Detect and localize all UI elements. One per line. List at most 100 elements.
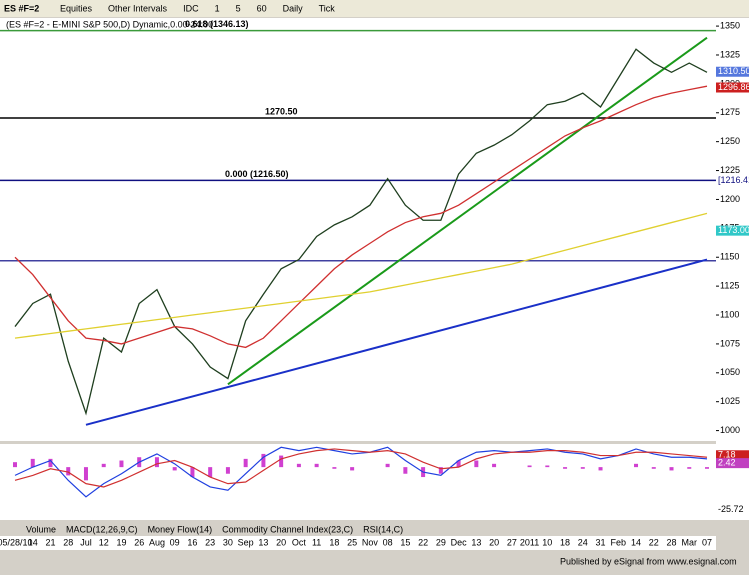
histogram-bar <box>527 465 532 468</box>
y-tick-label: 1275 <box>720 107 740 117</box>
date-axis <box>0 536 716 550</box>
price-tag-label: 1173.00 <box>718 225 749 235</box>
toolbar-button[interactable]: 60 <box>257 3 267 13</box>
price-tag-label: 1310.50 <box>718 66 749 76</box>
histogram-bar <box>172 467 177 471</box>
y-tick-label: 1025 <box>720 396 740 406</box>
x-tick-label: 23 <box>205 537 215 547</box>
x-tick-label: 10 <box>542 537 552 547</box>
histogram-bar <box>669 467 674 471</box>
histogram-bar <box>190 467 195 478</box>
toolbar-button[interactable]: 5 <box>236 3 241 13</box>
toolbar-button[interactable]: Equities <box>60 3 93 13</box>
study-tab[interactable]: Volume <box>26 524 56 534</box>
x-tick-label: 18 <box>329 537 339 547</box>
study-tab[interactable]: MACD(12,26,9,C) <box>66 524 138 534</box>
toolbar-button[interactable]: IDC <box>183 3 199 13</box>
price-tag <box>716 225 749 236</box>
histogram-bar <box>30 458 35 468</box>
x-tick-label: 05/28/10 <box>0 537 33 547</box>
indicator-line <box>14 446 708 498</box>
x-tick-label: 13 <box>471 537 481 547</box>
level-label: 0.618 (1346.13) <box>185 19 249 29</box>
indicator-tag-label: 7.18 <box>718 450 736 460</box>
symbol-box[interactable]: ES #F=2 <box>4 3 39 13</box>
x-tick-label: 15 <box>400 537 410 547</box>
x-tick-label: 25 <box>347 537 357 547</box>
x-tick-label: 19 <box>116 537 126 547</box>
x-tick-label: Sep <box>238 537 254 547</box>
histogram-bar <box>261 453 266 468</box>
indicator-pane <box>0 444 716 520</box>
x-tick-label: Dec <box>451 537 468 547</box>
histogram-bar <box>456 460 461 468</box>
x-tick-label: Mar <box>682 537 698 547</box>
y-tick-label: 1100 <box>720 309 739 319</box>
histogram-bar <box>279 455 284 468</box>
level-label: 1270.50 <box>265 106 298 116</box>
x-tick-label: 28 <box>667 537 677 547</box>
footer: Published by eSignal from www.esignal.co… <box>560 556 737 566</box>
y-tick-label: 1350 <box>720 20 740 30</box>
y-tick-label: 1250 <box>720 136 740 146</box>
indicator-tag <box>716 458 749 469</box>
histogram-bar <box>474 460 479 468</box>
toolbar-button[interactable]: Other Intervals <box>108 3 168 13</box>
histogram-bar <box>687 467 692 469</box>
toolbar-button[interactable]: Tick <box>319 3 336 13</box>
toolbar-button[interactable]: Daily <box>283 3 304 13</box>
histogram-bar <box>705 467 709 469</box>
histogram-bar <box>332 467 337 469</box>
x-tick-label: 13 <box>258 537 268 547</box>
histogram-bar <box>243 458 248 468</box>
price-line <box>14 85 708 349</box>
price-line <box>14 48 708 416</box>
price-tag-label: [1216.41] <box>718 175 749 185</box>
x-tick-label: 24 <box>578 537 588 547</box>
x-tick-label: 18 <box>560 537 570 547</box>
toolbar-button[interactable]: 1 <box>215 3 220 13</box>
x-tick-label: 2011 <box>520 537 539 547</box>
x-tick-label: 29 <box>436 537 446 547</box>
x-tick-label: Aug <box>149 537 165 547</box>
indicator-line <box>14 448 708 488</box>
histogram-bar <box>314 463 319 468</box>
indicator-tag-label: 2.42 <box>718 458 736 468</box>
price-tag-label: 1296.86 <box>718 82 749 92</box>
price-tag <box>716 66 749 77</box>
x-tick-label: 28 <box>63 537 73 547</box>
histogram-bar <box>225 467 230 474</box>
histogram-bar <box>385 463 390 468</box>
histogram-bar <box>208 467 213 478</box>
histogram-bar <box>598 467 603 471</box>
x-tick-label: 12 <box>99 537 109 547</box>
histogram-bar <box>545 465 550 468</box>
y-tick-label: 1000 <box>720 425 740 435</box>
price-axis <box>716 18 749 520</box>
x-tick-label: 30 <box>223 537 233 547</box>
chart-title: (ES #F=2 - E-MINI S&P 500,D) Dynamic,0.0… <box>6 19 213 29</box>
x-tick-label: 22 <box>418 537 428 547</box>
histogram-bar <box>438 467 443 474</box>
study-tab[interactable]: RSI(14,C) <box>363 524 403 534</box>
x-tick-label: 14 <box>631 537 641 547</box>
price-pane <box>0 18 716 441</box>
x-tick-label: 26 <box>134 537 144 547</box>
x-tick-label: Nov <box>362 537 379 547</box>
x-tick-label: 27 <box>507 537 517 547</box>
histogram-bar <box>350 467 355 471</box>
study-tab[interactable]: Money Flow(14) <box>148 524 213 534</box>
x-tick-label: 11 <box>312 537 321 547</box>
y-tick-label: 1225 <box>720 165 740 175</box>
price-tag <box>716 82 749 93</box>
study-tab[interactable]: Commodity Channel Index(23,C) <box>222 524 353 534</box>
x-tick-label: 16 <box>187 537 197 547</box>
histogram-bar <box>403 467 408 474</box>
indicator-tag-label: -25.72 <box>718 504 744 514</box>
x-tick-label: 21 <box>45 537 55 547</box>
histogram-bar <box>563 467 568 469</box>
x-tick-label: 09 <box>170 537 180 547</box>
histogram-bar <box>296 463 301 468</box>
x-tick-label: 20 <box>276 537 286 547</box>
